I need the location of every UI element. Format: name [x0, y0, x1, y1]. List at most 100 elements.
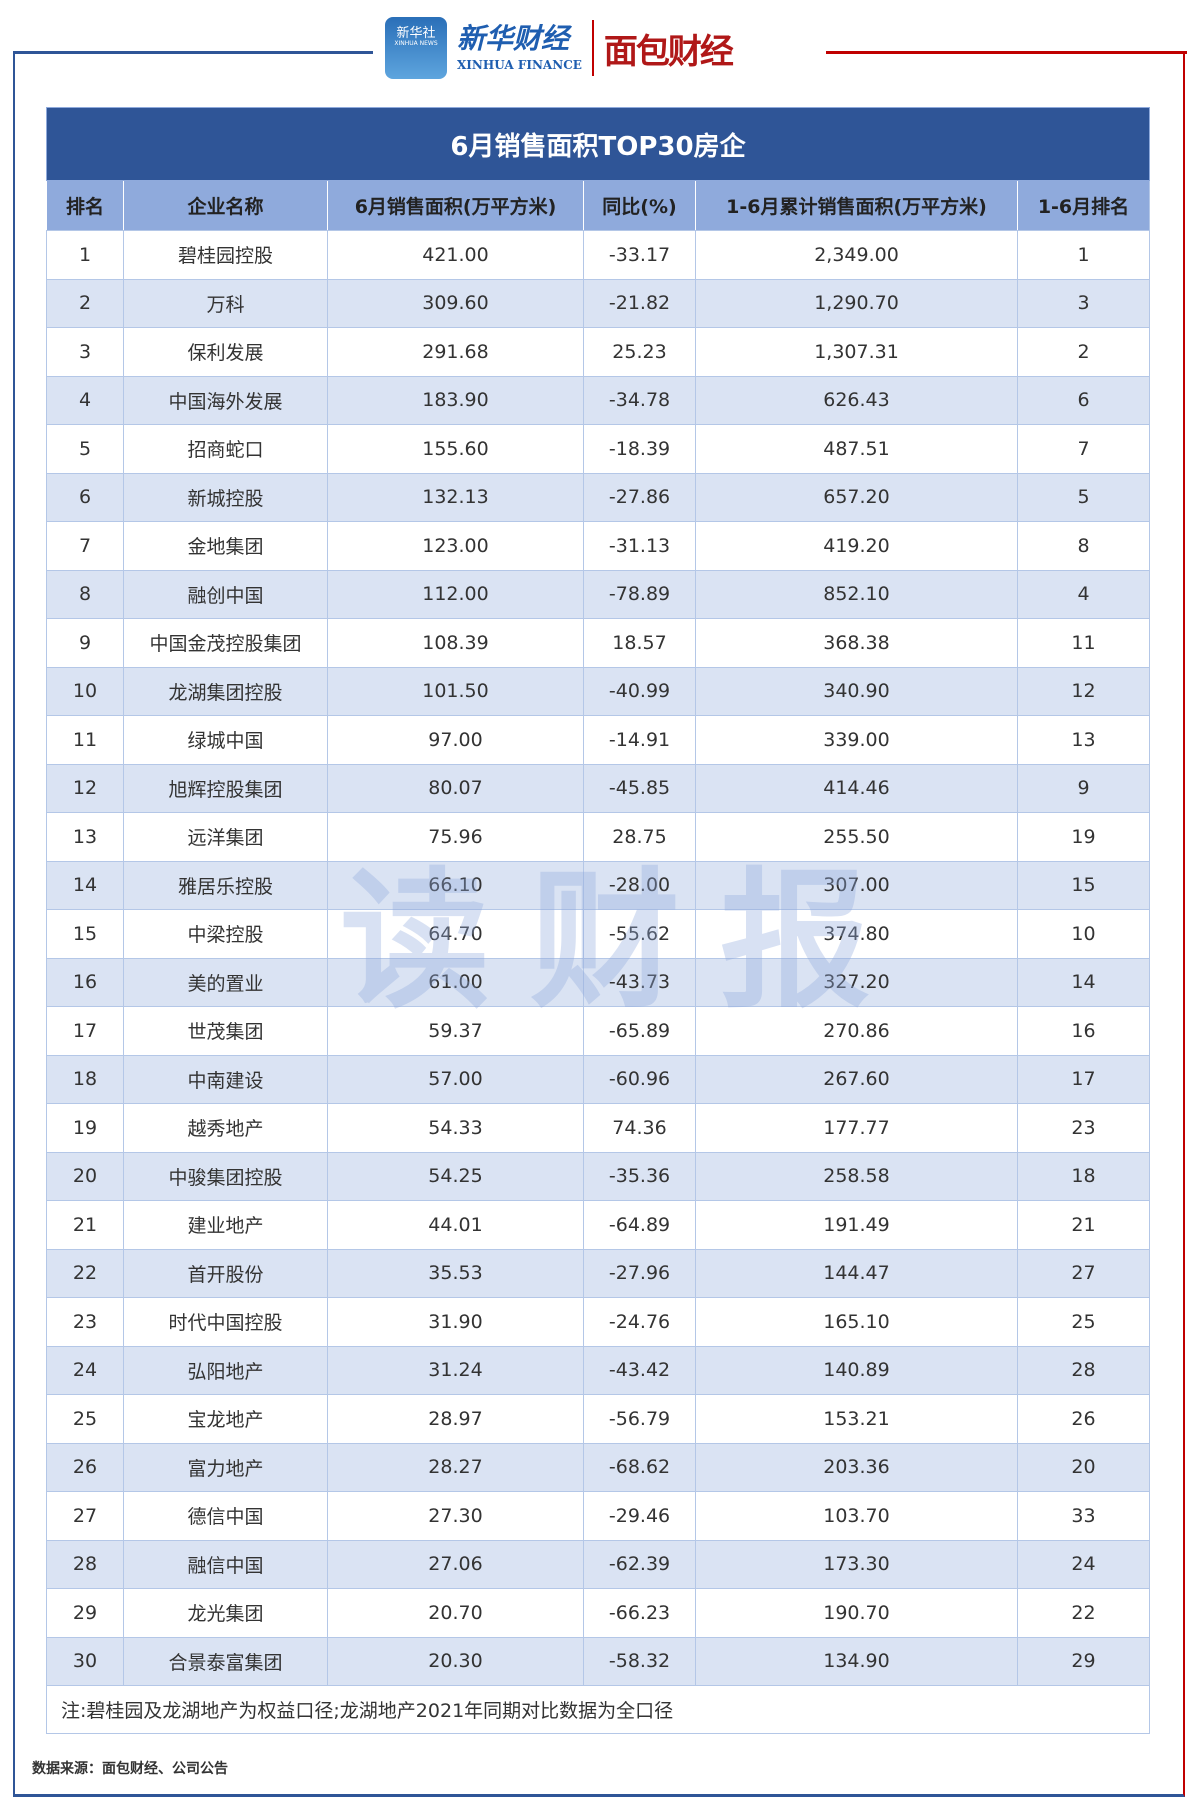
table-cell: 155.60 [327, 425, 583, 473]
table-cell: 28.27 [327, 1443, 583, 1491]
table-cell: 103.70 [695, 1492, 1017, 1540]
table-cell: 2 [46, 279, 123, 327]
column-header: 1-6月累计销售面积(万平方米) [695, 181, 1017, 230]
table-cell: 165.10 [695, 1298, 1017, 1346]
table-cell: 340.90 [695, 667, 1017, 715]
table-cell: 15 [1017, 861, 1150, 909]
table-cell: 龙湖集团控股 [123, 667, 327, 715]
table-cell: 金地集团 [123, 522, 327, 570]
xinhua-logo: 新华社 XINHUA NEWS [385, 17, 447, 79]
table-cell: 421.00 [327, 231, 583, 279]
table-cell: 合景泰富集团 [123, 1637, 327, 1685]
table-cell: 26 [46, 1443, 123, 1491]
table-cell: 龙光集团 [123, 1589, 327, 1637]
table-cell: 414.46 [695, 764, 1017, 812]
table-body: 1 碧桂园控股 421.00 -33.17 2,349.00 1 2 万科 309.60 -21.… [46, 231, 1150, 1686]
table-cell: 30 [46, 1637, 123, 1685]
table-row: 26 富力地产 28.27 -68.62 203.36 20 [46, 1443, 1150, 1492]
table-cell: 融创中国 [123, 570, 327, 618]
table-cell: 中骏集团控股 [123, 1152, 327, 1200]
table-cell: 23 [46, 1298, 123, 1346]
table-cell: 339.00 [695, 716, 1017, 764]
table-cell: -28.00 [583, 861, 695, 909]
column-header: 同比(%) [583, 181, 695, 230]
column-header: 6月销售面积(万平方米) [327, 181, 583, 230]
table-cell: 57.00 [327, 1055, 583, 1103]
table-cell: -58.32 [583, 1637, 695, 1685]
table-cell: 20 [46, 1152, 123, 1200]
table-cell: 13 [46, 813, 123, 861]
table-row: 11 绿城中国 97.00 -14.91 339.00 13 [46, 716, 1150, 765]
table-cell: -33.17 [583, 231, 695, 279]
table-cell: 13 [1017, 716, 1150, 764]
table-cell: 368.38 [695, 619, 1017, 667]
table-cell: 487.51 [695, 425, 1017, 473]
table-row: 28 融信中国 27.06 -62.39 173.30 24 [46, 1540, 1150, 1589]
column-header: 企业名称 [123, 181, 327, 230]
table-cell: -40.99 [583, 667, 695, 715]
table-cell: 1,307.31 [695, 328, 1017, 376]
table-cell: 旭辉控股集团 [123, 764, 327, 812]
table-cell: 64.70 [327, 910, 583, 958]
table-cell: 22 [1017, 1589, 1150, 1637]
table-cell: 25 [1017, 1298, 1150, 1346]
table-cell: -60.96 [583, 1055, 695, 1103]
table-cell: 8 [46, 570, 123, 618]
table-cell: 123.00 [327, 522, 583, 570]
column-header: 排名 [46, 181, 123, 230]
table-row: 7 金地集团 123.00 -31.13 419.20 8 [46, 522, 1150, 571]
table-cell: 852.10 [695, 570, 1017, 618]
table-row: 4 中国海外发展 183.90 -34.78 626.43 6 [46, 376, 1150, 425]
table-cell: 17 [1017, 1055, 1150, 1103]
table-cell: -27.86 [583, 473, 695, 521]
table-cell: 14 [1017, 958, 1150, 1006]
table-cell: 17 [46, 1007, 123, 1055]
table-cell: 24 [1017, 1540, 1150, 1588]
table-cell: 18 [46, 1055, 123, 1103]
table-cell: 291.68 [327, 328, 583, 376]
table-cell: 27 [46, 1492, 123, 1540]
table-cell: 7 [46, 522, 123, 570]
table-cell: 越秀地产 [123, 1104, 327, 1152]
table-cell: 万科 [123, 279, 327, 327]
table-row: 17 世茂集团 59.37 -65.89 270.86 16 [46, 1007, 1150, 1056]
table-cell: 1 [46, 231, 123, 279]
table-cell: 28 [46, 1540, 123, 1588]
table-cell: 80.07 [327, 764, 583, 812]
frame-top-line-right [826, 51, 1187, 54]
table-cell: 74.36 [583, 1104, 695, 1152]
table-cell: 美的置业 [123, 958, 327, 1006]
table-cell: 35.53 [327, 1249, 583, 1297]
table-cell: 19 [1017, 813, 1150, 861]
table-cell: 25 [46, 1395, 123, 1443]
table-cell: 54.33 [327, 1104, 583, 1152]
table-cell: 弘阳地产 [123, 1346, 327, 1394]
table-row: 1 碧桂园控股 421.00 -33.17 2,349.00 1 [46, 231, 1150, 280]
table-cell: -66.23 [583, 1589, 695, 1637]
table-cell: -45.85 [583, 764, 695, 812]
table-cell: 374.80 [695, 910, 1017, 958]
table-cell: 27.30 [327, 1492, 583, 1540]
table-cell: 宝龙地产 [123, 1395, 327, 1443]
table-cell: 雅居乐控股 [123, 861, 327, 909]
table-cell: 203.36 [695, 1443, 1017, 1491]
table-cell: 307.00 [695, 861, 1017, 909]
table-cell: 24 [46, 1346, 123, 1394]
table-row: 9 中国金茂控股集团 108.39 18.57 368.38 11 [46, 619, 1150, 668]
table-cell: 中梁控股 [123, 910, 327, 958]
table-cell: 21 [1017, 1201, 1150, 1249]
table-cell: 16 [1017, 1007, 1150, 1055]
table-cell: -43.73 [583, 958, 695, 1006]
table-cell: 中国金茂控股集团 [123, 619, 327, 667]
table-row: 3 保利发展 291.68 25.23 1,307.31 2 [46, 328, 1150, 377]
table-cell: 时代中国控股 [123, 1298, 327, 1346]
table-row: 25 宝龙地产 28.97 -56.79 153.21 26 [46, 1395, 1150, 1444]
table-cell: 97.00 [327, 716, 583, 764]
table-cell: 22 [46, 1249, 123, 1297]
table-cell: 140.89 [695, 1346, 1017, 1394]
table-cell: 183.90 [327, 376, 583, 424]
table-cell: 23 [1017, 1104, 1150, 1152]
xinhua-finance-logo: 新华财经 XINHUA FINANCE [457, 25, 582, 72]
table-cell: 177.77 [695, 1104, 1017, 1152]
data-source: 数据来源：面包财经、公司公告 [32, 1761, 228, 1777]
